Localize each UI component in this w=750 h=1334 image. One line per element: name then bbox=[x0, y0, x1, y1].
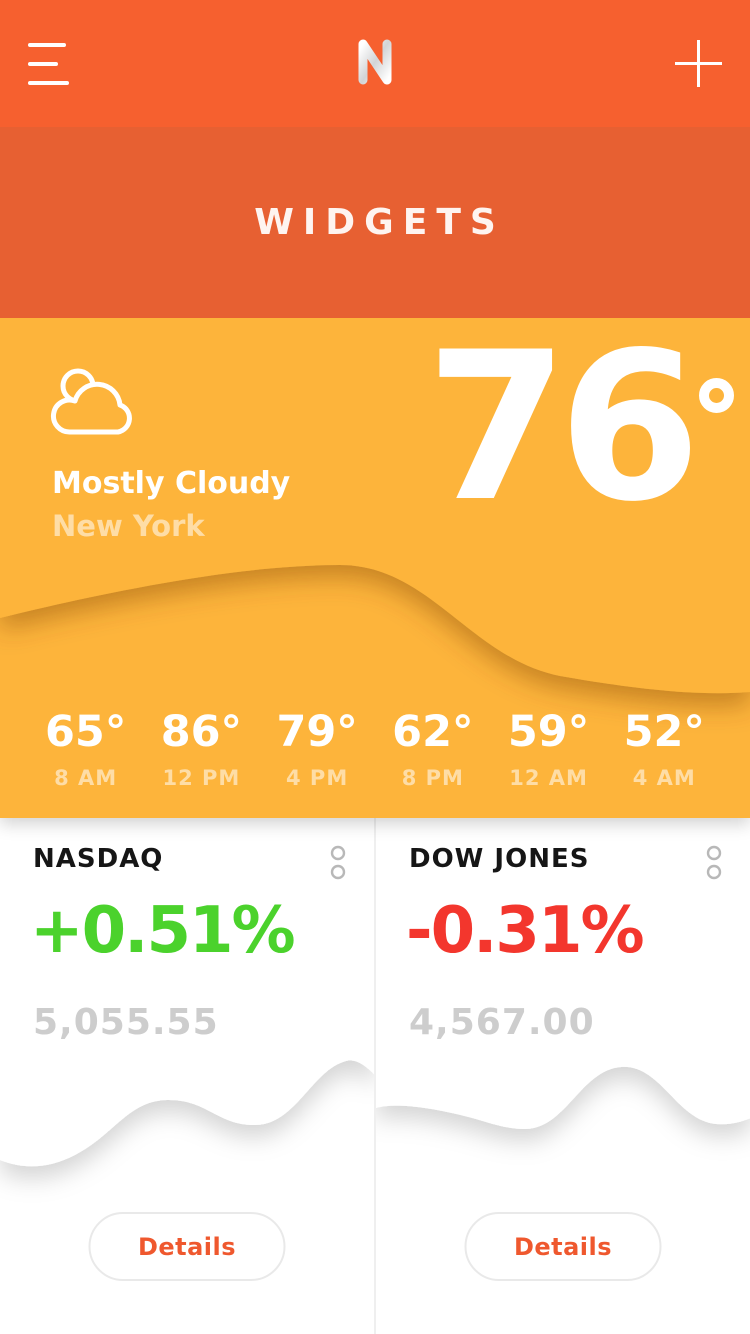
hourly-time: 12 PM bbox=[162, 766, 241, 790]
details-button[interactable]: Details bbox=[88, 1212, 286, 1281]
stock-name: NASDAQ bbox=[33, 844, 164, 874]
cloud-icon bbox=[50, 368, 132, 435]
stocks-row: NASDAQ +0.51% 5,055.55 Details DOW bbox=[0, 818, 750, 1334]
hourly-forecast: 65° 8 AM 86° 12 PM 79° 4 PM 62° 8 PM 59°… bbox=[0, 707, 750, 790]
weather-summary: Mostly Cloudy New York bbox=[50, 362, 290, 543]
stock-index-value: 4,567.00 bbox=[409, 1002, 595, 1043]
hourly-temp: 86° bbox=[160, 707, 243, 757]
stock-more-icon[interactable] bbox=[706, 844, 722, 886]
title-band: WIDGETS bbox=[0, 127, 750, 318]
stock-wave-decoration bbox=[0, 818, 374, 1167]
menu-icon[interactable] bbox=[28, 39, 69, 89]
stock-change-percent: +0.51% bbox=[30, 894, 296, 968]
menu-line bbox=[28, 80, 69, 85]
hourly-item: 65° 8 AM bbox=[45, 707, 126, 790]
hourly-item: 52° 4 AM bbox=[624, 707, 705, 790]
hourly-temp: 59° bbox=[507, 707, 590, 757]
hourly-item: 62° 8 PM bbox=[392, 707, 473, 790]
hourly-temp: 65° bbox=[45, 707, 127, 757]
stock-index-value: 5,055.55 bbox=[33, 1002, 219, 1043]
hourly-item: 79° 4 PM bbox=[276, 707, 357, 790]
n-logo-icon bbox=[358, 39, 392, 84]
hourly-temp: 52° bbox=[623, 707, 705, 757]
weather-wave-decoration bbox=[0, 318, 750, 694]
hourly-time: 4 AM bbox=[632, 766, 696, 790]
app-logo bbox=[357, 38, 393, 90]
hourly-time: 8 AM bbox=[54, 766, 118, 790]
hourly-item: 86° 12 PM bbox=[161, 707, 242, 790]
current-temperature: 76 bbox=[426, 326, 734, 531]
hourly-item: 59° 12 AM bbox=[508, 707, 589, 790]
stock-more-icon[interactable] bbox=[330, 844, 346, 886]
page-title: WIDGETS bbox=[254, 202, 505, 243]
hourly-temp: 79° bbox=[276, 707, 358, 757]
details-button[interactable]: Details bbox=[464, 1212, 662, 1281]
weather-widget: Mostly Cloudy New York 76 65° 8 AM 86° 1… bbox=[0, 318, 750, 818]
degree-icon bbox=[699, 378, 734, 413]
menu-line bbox=[28, 61, 58, 66]
stock-name: DOW JONES bbox=[409, 844, 590, 874]
stock-change-percent: -0.31% bbox=[406, 894, 645, 968]
weather-city: New York bbox=[52, 509, 205, 543]
header-bar bbox=[0, 0, 750, 127]
stock-widget-nasdaq: NASDAQ +0.51% 5,055.55 Details bbox=[0, 818, 376, 1334]
temperature-value: 76 bbox=[425, 318, 701, 547]
stock-widget-dowjones: DOW JONES -0.31% 4,567.00 Details bbox=[376, 818, 750, 1334]
stock-wave-decoration bbox=[376, 818, 750, 1129]
weather-condition: Mostly Cloudy bbox=[52, 466, 291, 501]
hourly-time: 4 PM bbox=[286, 766, 349, 790]
hourly-time: 12 AM bbox=[509, 766, 588, 790]
hourly-temp: 62° bbox=[392, 707, 474, 757]
menu-line bbox=[28, 42, 66, 47]
hourly-time: 8 PM bbox=[401, 766, 464, 790]
add-widget-icon[interactable] bbox=[675, 40, 722, 87]
